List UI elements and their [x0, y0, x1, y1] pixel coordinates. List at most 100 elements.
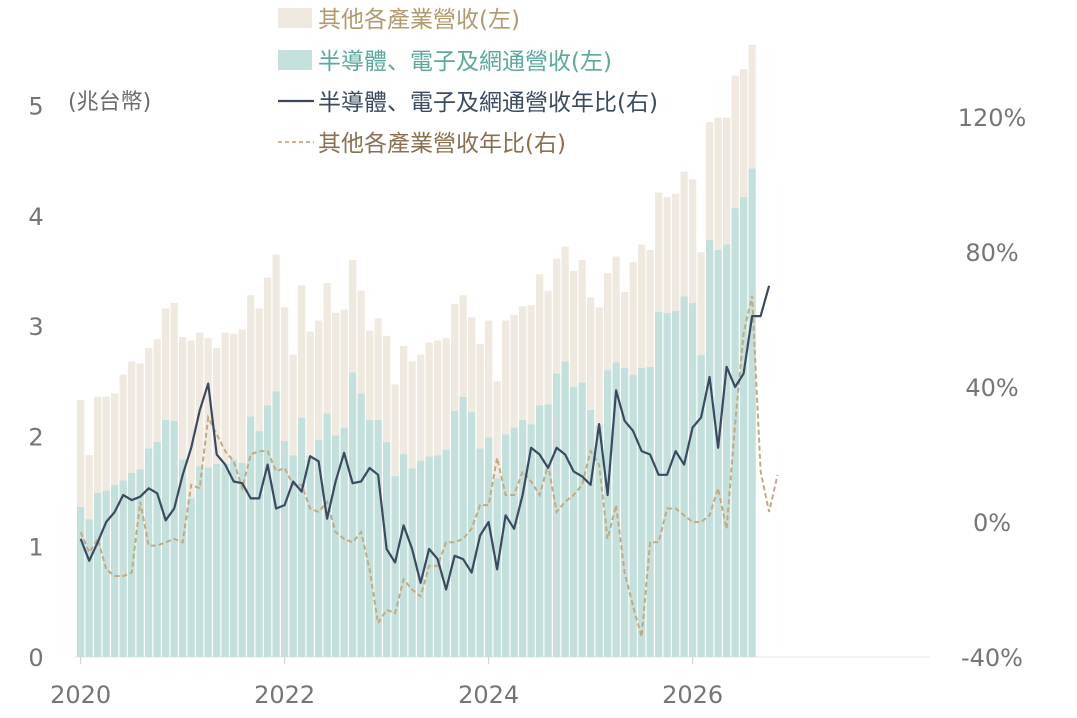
bar-other-revenue	[153, 339, 161, 442]
bar-other-revenue	[111, 393, 119, 485]
bar-semiconductor-revenue	[306, 456, 314, 657]
bar-other-revenue	[162, 308, 170, 420]
bar-other-revenue	[544, 290, 552, 405]
bar-other-revenue	[298, 285, 306, 418]
bar-other-revenue	[621, 291, 629, 369]
bar-semiconductor-revenue	[187, 498, 195, 657]
legend-label: 其他各產業營收年比(右)	[318, 131, 566, 157]
bar-semiconductor-revenue	[748, 168, 756, 657]
bar-semiconductor-revenue	[230, 459, 238, 657]
bar-semiconductor-revenue	[153, 441, 161, 657]
bar-semiconductor-revenue	[697, 354, 705, 657]
bar-semiconductor-revenue	[162, 419, 170, 657]
bar-semiconductor-revenue	[408, 468, 416, 657]
bar-semiconductor-revenue	[740, 197, 748, 657]
bar-other-revenue	[510, 315, 518, 428]
bar-semiconductor-revenue	[680, 296, 688, 657]
bar-other-revenue	[629, 262, 637, 375]
bar-other-revenue	[204, 338, 212, 468]
bar-semiconductor-revenue	[553, 373, 561, 657]
legend: 其他各產業營收(左) 半導體、電子及網通營收(左) 半導體、電子及網通營收年比(右)…	[278, 7, 658, 157]
bar-other-revenue	[646, 249, 654, 367]
bar-other-revenue	[94, 396, 102, 493]
bar-semiconductor-revenue	[94, 492, 102, 657]
bar-other-revenue	[340, 309, 348, 428]
bar-other-revenue	[527, 305, 535, 425]
bar-semiconductor-revenue	[655, 311, 663, 657]
x-axis: 2020 2022 2024 2026	[50, 657, 723, 709]
bar-semiconductor-revenue	[706, 240, 714, 658]
bar-semiconductor-revenue	[102, 490, 110, 657]
legend-item: 半導體、電子及網通營收年比(右)	[278, 90, 658, 116]
bar-other-revenue	[187, 340, 195, 499]
bar-semiconductor-revenue	[561, 361, 569, 657]
bar-semiconductor-revenue	[315, 439, 323, 657]
bar-other-revenue	[85, 455, 93, 520]
bar-semiconductor-revenue	[255, 430, 263, 657]
bar-semiconductor-revenue	[196, 466, 204, 657]
bar-other-revenue	[553, 258, 561, 374]
x-tick-label: 2022	[254, 681, 315, 709]
bar-other-revenue	[595, 307, 603, 426]
bar-semiconductor-revenue	[544, 404, 552, 657]
bar-other-revenue	[102, 396, 110, 491]
bar-other-revenue	[731, 75, 739, 209]
bar-other-revenue	[391, 384, 399, 477]
line-other-yoy	[79, 295, 779, 638]
bar-semiconductor-revenue	[689, 302, 697, 657]
bar-other-revenue	[264, 277, 272, 406]
bar-semiconductor-revenue	[323, 413, 331, 657]
left-tick-label: 0	[28, 644, 43, 672]
bar-other-revenue	[468, 317, 476, 413]
left-tick-label: 4	[28, 203, 43, 231]
legend-swatch	[278, 50, 312, 70]
bar-semiconductor-revenue	[281, 440, 289, 657]
bar-semiconductor-revenue	[425, 456, 433, 657]
bar-other-revenue	[366, 330, 374, 420]
bar-other-revenue	[519, 306, 527, 420]
bar-other-revenue	[740, 69, 748, 198]
bar-other-revenue	[213, 348, 221, 464]
bar-semiconductor-revenue	[238, 462, 246, 657]
legend-label: 半導體、電子及網通營收(左)	[318, 49, 612, 75]
right-axis: -40% 0% 40% 80% 120%	[958, 104, 1027, 672]
bar-other-revenue	[612, 256, 620, 363]
bar-semiconductor-revenue	[289, 455, 297, 657]
bar-semiconductor-revenue	[595, 425, 603, 657]
bar-semiconductor-revenue	[349, 372, 357, 657]
bar-other-revenue	[349, 259, 357, 373]
bar-other-revenue	[179, 337, 187, 460]
legend-item: 其他各產業營收年比(右)	[278, 131, 566, 157]
bar-semiconductor-revenue	[587, 409, 595, 657]
left-tick-label: 5	[28, 93, 43, 121]
bar-other-revenue	[604, 273, 612, 371]
bar-other-revenue	[459, 295, 467, 397]
bar-other-revenue	[332, 312, 340, 436]
bar-other-revenue	[170, 302, 178, 421]
bar-semiconductor-revenue	[417, 460, 425, 657]
bar-other-revenue	[128, 361, 136, 473]
bar-semiconductor-revenue	[527, 424, 535, 657]
bar-other-revenue	[221, 332, 229, 464]
left-tick-label: 2	[28, 423, 43, 451]
bar-other-revenue	[663, 197, 671, 313]
bar-semiconductor-revenue	[485, 437, 493, 657]
bar-semiconductor-revenue	[578, 382, 586, 657]
bar-other-revenue	[493, 381, 501, 479]
bar-other-revenue	[247, 295, 255, 417]
bar-semiconductor-revenue	[629, 374, 637, 657]
right-tick-label: -40%	[961, 644, 1023, 672]
bar-semiconductor-revenue	[434, 455, 442, 657]
bar-semiconductor-revenue	[272, 391, 280, 657]
bar-other-revenue	[536, 274, 544, 406]
legend-item: 半導體、電子及網通營收(左)	[278, 49, 612, 75]
bar-semiconductor-revenue	[213, 463, 221, 657]
right-tick-label: 40%	[965, 374, 1018, 402]
bar-other-revenue	[281, 307, 289, 441]
bar-semiconductor-revenue	[604, 370, 612, 657]
bar-semiconductor-revenue	[459, 396, 467, 657]
bar-other-revenue	[578, 259, 586, 383]
bar-other-revenue	[434, 340, 442, 456]
bar-semiconductor-revenue	[638, 368, 646, 657]
bar-other-revenue	[357, 290, 365, 394]
